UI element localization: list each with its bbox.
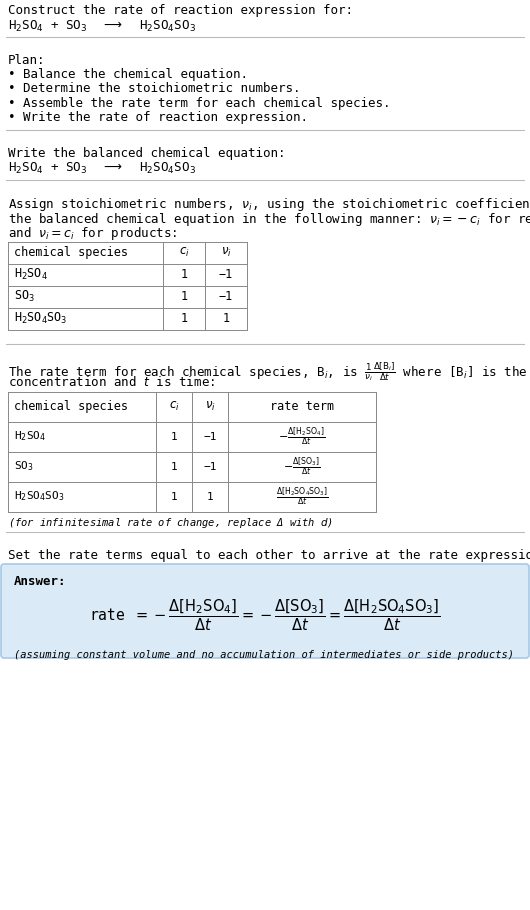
Text: Plan:: Plan: [8,54,46,66]
Text: SO$_3$: SO$_3$ [14,460,34,473]
Text: (for infinitesimal rate of change, replace Δ with $d$): (for infinitesimal rate of change, repla… [8,515,333,530]
Text: Set the rate terms equal to each other to arrive at the rate expression:: Set the rate terms equal to each other t… [8,549,530,561]
Text: H$_2$SO$_4$ + SO$_3$  $\longrightarrow$  H$_2$SO$_4$SO$_3$: H$_2$SO$_4$ + SO$_3$ $\longrightarrow$ H… [8,18,196,34]
Text: 1: 1 [223,312,229,325]
Text: 1: 1 [171,431,178,441]
Text: Assign stoichiometric numbers, $\nu_i$, using the stoichiometric coefficients, $: Assign stoichiometric numbers, $\nu_i$, … [8,196,530,213]
Text: Construct the rate of reaction expression for:: Construct the rate of reaction expressio… [8,4,353,17]
Text: concentration and $t$ is time:: concentration and $t$ is time: [8,375,215,389]
Text: 1: 1 [180,290,188,303]
Text: Answer:: Answer: [14,575,66,588]
Text: • Assemble the rate term for each chemical species.: • Assemble the rate term for each chemic… [8,97,391,110]
Text: $c_i$: $c_i$ [169,400,179,413]
Text: chemical species: chemical species [14,246,128,259]
Text: rate $= -\dfrac{\Delta[\mathrm{H_2SO_4}]}{\Delta t} = -\dfrac{\Delta[\mathrm{SO_: rate $= -\dfrac{\Delta[\mathrm{H_2SO_4}]… [89,597,441,632]
Text: 1: 1 [171,491,178,501]
Text: • Balance the chemical equation.: • Balance the chemical equation. [8,68,248,81]
Text: SO$_3$: SO$_3$ [14,289,35,304]
Text: H$_2$SO$_4$: H$_2$SO$_4$ [14,430,46,443]
Text: (assuming constant volume and no accumulation of intermediates or side products): (assuming constant volume and no accumul… [14,650,514,660]
Text: chemical species: chemical species [14,400,128,413]
Text: • Determine the stoichiometric numbers.: • Determine the stoichiometric numbers. [8,83,301,96]
Text: 1: 1 [180,268,188,281]
Text: −1: −1 [219,290,233,303]
Text: H$_2$SO$_4$ + SO$_3$  $\longrightarrow$  H$_2$SO$_4$SO$_3$: H$_2$SO$_4$ + SO$_3$ $\longrightarrow$ H… [8,161,196,177]
FancyBboxPatch shape [1,564,529,658]
Text: H$_2$SO$_4$SO$_3$: H$_2$SO$_4$SO$_3$ [14,490,65,503]
Text: $\nu_i$: $\nu_i$ [205,400,215,413]
Text: and $\nu_i = c_i$ for products:: and $\nu_i = c_i$ for products: [8,225,177,242]
Text: 1: 1 [180,312,188,325]
Text: rate term: rate term [270,400,334,413]
Text: H$_2$SO$_4$SO$_3$: H$_2$SO$_4$SO$_3$ [14,311,67,326]
Text: the balanced chemical equation in the following manner: $\nu_i = -c_i$ for react: the balanced chemical equation in the fo… [8,210,530,228]
Text: • Write the rate of reaction expression.: • Write the rate of reaction expression. [8,112,308,125]
Text: The rate term for each chemical species, B$_i$, is $\frac{1}{\nu_i}\frac{\Delta[: The rate term for each chemical species,… [8,360,530,383]
Text: $-\frac{\Delta[\mathrm{H_2SO_4}]}{\Delta t}$: $-\frac{\Delta[\mathrm{H_2SO_4}]}{\Delta… [278,425,325,448]
Text: Write the balanced chemical equation:: Write the balanced chemical equation: [8,147,286,159]
Text: $\frac{\Delta[\mathrm{H_2SO_4SO_3}]}{\Delta t}$: $\frac{\Delta[\mathrm{H_2SO_4SO_3}]}{\De… [276,485,328,508]
Text: $-\frac{\Delta[\mathrm{SO_3}]}{\Delta t}$: $-\frac{\Delta[\mathrm{SO_3}]}{\Delta t}… [283,455,321,478]
Text: −1: −1 [219,268,233,281]
Text: $\nu_i$: $\nu_i$ [220,246,232,259]
Text: H$_2$SO$_4$: H$_2$SO$_4$ [14,267,48,282]
Text: −1: −1 [203,431,217,441]
Text: $c_i$: $c_i$ [179,246,189,259]
Text: 1: 1 [207,491,214,501]
Text: −1: −1 [203,461,217,471]
Text: 1: 1 [171,461,178,471]
